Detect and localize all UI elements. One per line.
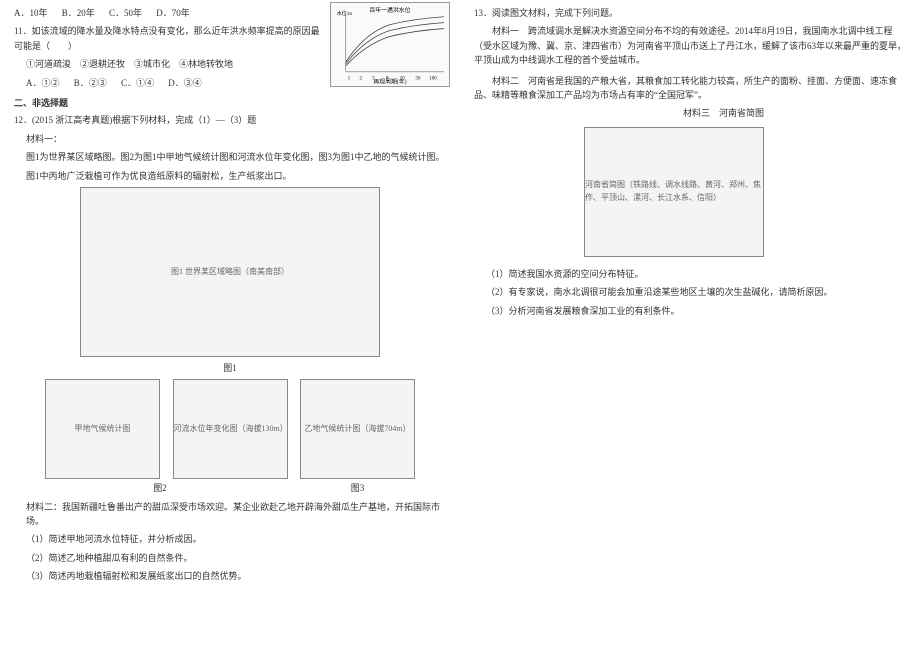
figure-3-label: 图3: [300, 481, 415, 495]
svg-text:50: 50: [416, 77, 421, 82]
figure-2-label: 图2: [45, 481, 275, 495]
q13-material2: 材料二 河南省是我国的产粮大省，其粮食加工转化能力较高，所生产的面粉、挂面、方便…: [474, 74, 906, 103]
q13-sub2: （2）有专家说，南水北调很可能会加重沿途某些地区土壤的次生盐碱化，请简析原因。: [474, 285, 906, 299]
material1-line1: 图1为世界某区域略图。图2为图1中甲地气候统计图和河流水位年变化图，图3为图1中…: [14, 150, 446, 164]
figure-2b-alt: 河流水位年变化图（海拔130m）: [174, 423, 287, 436]
q11-opt-a: A．①②: [26, 76, 60, 90]
q13-material1: 材料一 跨流域调水是解决水资源空间分布不均的有效途径。2014年8月19日，我国…: [474, 24, 906, 67]
figure-1-label: 图1: [14, 361, 446, 375]
figure-labels-row: 图2 图3: [45, 479, 415, 495]
chart-title: 百年一遇洪水位: [369, 6, 410, 14]
q10-opt-a: A．10年: [14, 6, 48, 20]
material3-label: 材料三 河南省简图: [474, 106, 764, 120]
q13-stem: 13．阅读图文材料，完成下列问题。: [474, 6, 906, 20]
figure-2-3-row: 甲地气候统计图 河流水位年变化图（海拔130m） 乙地气候统计图（海拔704m）: [45, 379, 415, 479]
chart-ylabel: 水位/m: [337, 10, 352, 17]
figure-1-map: 图1 世界某区域略图（南美南部）: [80, 187, 380, 357]
flood-recurrence-chart: 百年一遇洪水位 水位/m 再现周期(年) 1 2 5 8 20 50 100: [330, 2, 450, 87]
figure-2b: 河流水位年变化图（海拔130m）: [173, 379, 288, 479]
q12-sub3: （3）简述丙地栽植辐射松和发展纸浆出口的自然优势。: [14, 569, 446, 583]
material1-head: 材料一：: [14, 132, 446, 146]
figure-2a: 甲地气候统计图: [45, 379, 160, 479]
q10-opt-c: C．50年: [109, 6, 142, 20]
material2: 材料二：我国新疆吐鲁番出产的甜瓜深受市场欢迎。某企业欲赴乙地开辟海外甜瓜生产基地…: [14, 500, 446, 529]
svg-text:1: 1: [348, 77, 351, 82]
svg-text:2: 2: [360, 77, 363, 82]
q10-opt-d: D．70年: [156, 6, 190, 20]
figure-2a-alt: 甲地气候统计图: [75, 423, 131, 436]
left-column: A．10年 B．20年 C．50年 D．70年 11．如该流域的降水量及降水特点…: [0, 0, 460, 651]
q12-stem: 12．(2015 浙江高考真题)根据下列材料，完成（1）—（3）题: [14, 113, 446, 127]
figure-3: 乙地气候统计图（海拔704m）: [300, 379, 415, 479]
q10-opt-b: B．20年: [62, 6, 95, 20]
section-2-head: 二、非选择题: [14, 96, 446, 110]
q12-sub2: （2）简述乙地种植甜瓜有利的自然条件。: [14, 551, 446, 565]
q12-sub1: （1）简述甲地河流水位特征，并分析成因。: [14, 532, 446, 546]
right-column: 13．阅读图文材料，完成下列问题。 材料一 跨流域调水是解决水资源空间分布不均的…: [460, 0, 920, 651]
henan-map-alt: 河南省简图（铁路线、调水线路、黄河、郑州、焦作、平顶山、漯河、长江水系、信阳）: [585, 179, 763, 205]
q11-opt-b: B．②③: [74, 76, 107, 90]
material1-line2: 图1中丙地广泛栽植可作为优良造纸原料的辐射松，生产纸浆出口。: [14, 169, 446, 183]
figure-1-alt: 图1 世界某区域略图（南美南部）: [171, 266, 289, 279]
chart-svg: 百年一遇洪水位 水位/m 再现周期(年) 1 2 5 8 20 50 100: [331, 3, 449, 87]
q11-stem: 11．如该流域的降水量及降水特点没有变化，那么近年洪水频率提高的原因最可能是（ …: [14, 24, 324, 53]
q11-opt-d: D．③④: [168, 76, 202, 90]
q11-opt-c: C．①④: [121, 76, 154, 90]
figure-3-alt: 乙地气候统计图（海拔704m）: [304, 423, 410, 436]
svg-text:20: 20: [400, 77, 405, 82]
q13-sub3: （3）分析河南省发展粮食深加工业的有利条件。: [474, 304, 906, 318]
svg-text:100: 100: [429, 77, 437, 82]
henan-map: 河南省简图（铁路线、调水线路、黄河、郑州、焦作、平顶山、漯河、长江水系、信阳）: [584, 127, 764, 257]
q13-sub1: （1）简述我国水资源的空间分布特征。: [474, 267, 906, 281]
